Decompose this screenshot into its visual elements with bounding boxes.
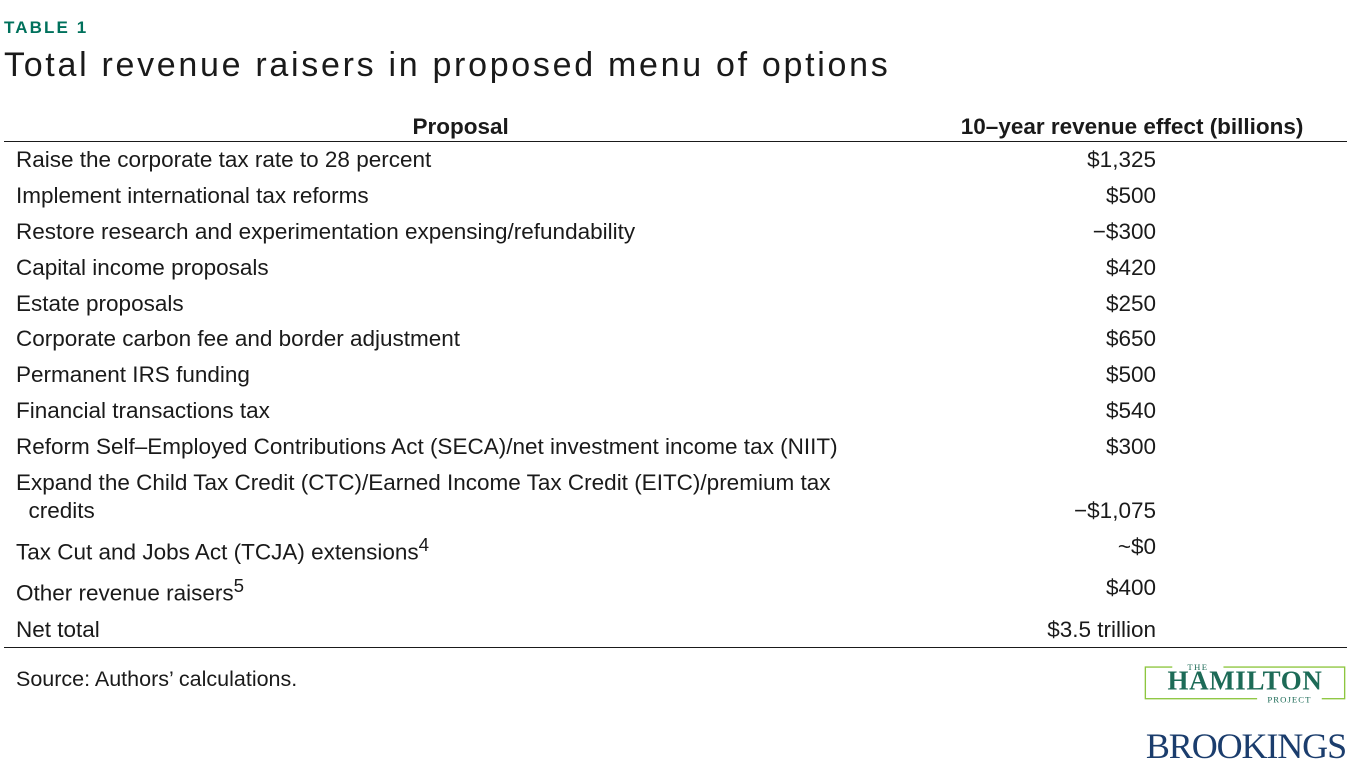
svg-text:PROJECT: PROJECT — [1267, 694, 1311, 704]
svg-text:HAMILTON: HAMILTON — [1168, 665, 1323, 695]
